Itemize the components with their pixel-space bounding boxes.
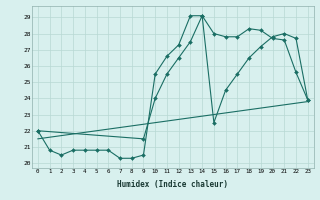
X-axis label: Humidex (Indice chaleur): Humidex (Indice chaleur) — [117, 180, 228, 189]
